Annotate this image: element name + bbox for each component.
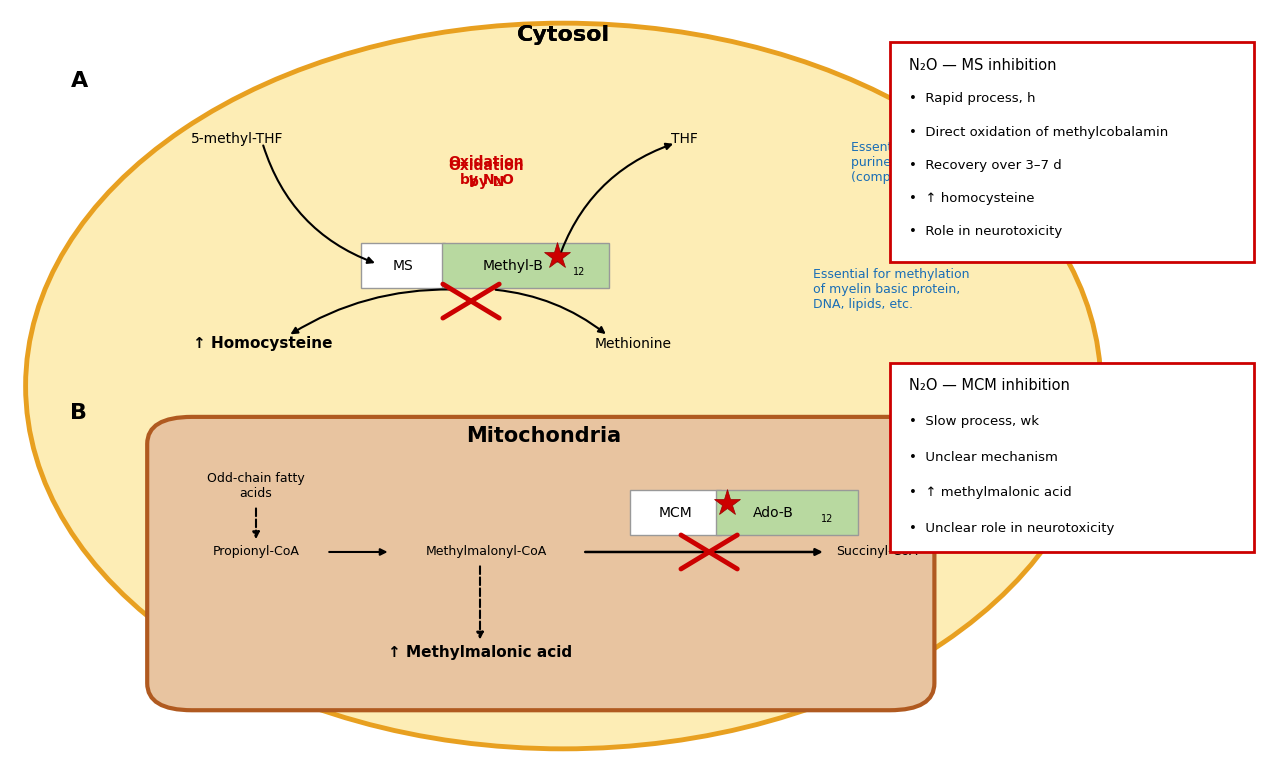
- Text: N₂O — MS inhibition: N₂O — MS inhibition: [909, 58, 1056, 73]
- Text: •  Rapid process, h: • Rapid process, h: [909, 93, 1036, 105]
- Text: Odd-chain fatty
acids: Odd-chain fatty acids: [207, 472, 305, 500]
- Text: •  ↑ methylmalonic acid: • ↑ methylmalonic acid: [909, 486, 1071, 499]
- FancyBboxPatch shape: [442, 243, 609, 288]
- Text: Propionyl-CoA: Propionyl-CoA: [212, 546, 300, 558]
- Text: THF: THF: [672, 132, 698, 146]
- Text: Essential for methylation
of myelin basic protein,
DNA, lipids, etc.: Essential for methylation of myelin basi…: [813, 268, 969, 311]
- FancyBboxPatch shape: [716, 490, 858, 535]
- Text: Ado-B: Ado-B: [754, 506, 794, 520]
- Text: •  Unclear mechanism: • Unclear mechanism: [909, 451, 1057, 463]
- Text: ↑ Homocysteine: ↑ Homocysteine: [193, 336, 332, 351]
- Text: N₂O — MCM inhibition: N₂O — MCM inhibition: [909, 378, 1070, 394]
- Text: Methylmalonyl-CoA: Methylmalonyl-CoA: [426, 546, 547, 558]
- Text: Cytosol: Cytosol: [517, 25, 609, 45]
- Text: •  Role in neurotoxicity: • Role in neurotoxicity: [909, 225, 1062, 238]
- Text: MS: MS: [393, 259, 413, 273]
- Text: •  Recovery over 3–7 d: • Recovery over 3–7 d: [909, 159, 1061, 171]
- Text: 5-methyl-THF: 5-methyl-THF: [191, 132, 283, 146]
- Text: •  Unclear role in neurotoxicity: • Unclear role in neurotoxicity: [909, 522, 1114, 534]
- FancyBboxPatch shape: [890, 42, 1254, 262]
- Text: Cytosol: Cytosol: [517, 25, 609, 45]
- FancyBboxPatch shape: [630, 490, 721, 535]
- FancyBboxPatch shape: [361, 243, 445, 288]
- Text: A: A: [70, 71, 87, 91]
- Ellipse shape: [26, 23, 1101, 749]
- Text: Mitochondria: Mitochondria: [466, 426, 622, 446]
- Text: 12: 12: [573, 267, 585, 276]
- Text: Methionine: Methionine: [595, 337, 672, 350]
- Text: •  Direct oxidation of methylcobalamin: • Direct oxidation of methylcobalamin: [909, 126, 1169, 138]
- Text: Oxidation
by N$_2$O: Oxidation by N$_2$O: [448, 154, 525, 189]
- Text: ↑ Methylmalonic acid: ↑ Methylmalonic acid: [388, 645, 572, 660]
- Text: Oxidation
by N: Oxidation by N: [448, 159, 525, 189]
- Text: Succinyl-CoA: Succinyl-CoA: [836, 546, 918, 558]
- Text: Essential for synthesis of
purines and pyrimidines
(components of DNA): Essential for synthesis of purines and p…: [851, 141, 1007, 184]
- Text: B: B: [70, 403, 87, 423]
- Text: 12: 12: [822, 514, 833, 523]
- Text: •  Slow process, wk: • Slow process, wk: [909, 415, 1039, 428]
- Text: MCM: MCM: [658, 506, 692, 520]
- FancyBboxPatch shape: [890, 363, 1254, 552]
- Text: Methyl-B: Methyl-B: [483, 259, 543, 273]
- FancyBboxPatch shape: [147, 417, 934, 710]
- Text: •  ↑ homocysteine: • ↑ homocysteine: [909, 192, 1034, 205]
